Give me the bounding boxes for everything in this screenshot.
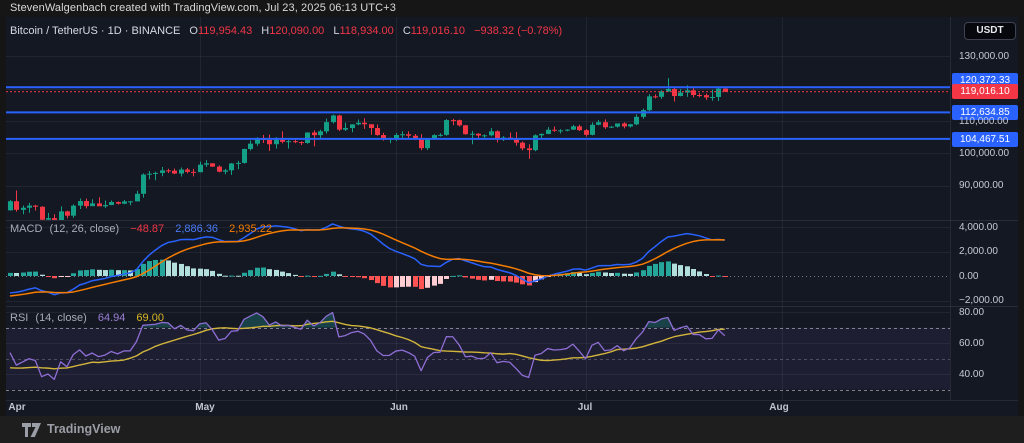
macd-title: MACD xyxy=(10,223,43,235)
attribution-text: StevenWalgenbach created with TradingVie… xyxy=(10,2,396,14)
price-axis-label: 100,000.00 xyxy=(959,147,1010,159)
time-axis-label: Aug xyxy=(769,402,789,413)
rsi-title: RSI xyxy=(10,312,29,324)
macd-line-value: 2,886.36 xyxy=(175,223,219,235)
rsi-params: (14, close) xyxy=(35,312,87,324)
open-value: 119,954.43 xyxy=(197,25,253,37)
chart-widget: Bitcoin / TetherUS · 1D · BINANCE O119,9… xyxy=(6,17,1018,416)
low-value: 118,934.00 xyxy=(339,25,394,37)
attribution-bar: StevenWalgenbach created with TradingVie… xyxy=(0,0,1024,17)
price-axis-label: 40.00 xyxy=(959,368,985,380)
time-axis-label: Apr xyxy=(8,402,26,413)
rsi-ma-value: 69.00 xyxy=(136,312,164,324)
rsi-value: 64.94 xyxy=(97,312,126,324)
close-value: 119,016.10 xyxy=(410,25,466,37)
time-axis-label: Jun xyxy=(390,402,408,413)
change-value: −938.32 (−0.78%) xyxy=(474,25,563,37)
time-axis[interactable]: Apr May Jun Jul Aug xyxy=(6,400,1018,416)
time-axis-label: Jul xyxy=(577,402,593,413)
price-axis-label: 0.00 xyxy=(959,270,979,282)
close-label: C xyxy=(402,25,411,37)
symbol-legend: Bitcoin / TetherUS · 1D · BINANCE O119,9… xyxy=(10,25,562,37)
time-axis-label: May xyxy=(195,402,215,413)
chart-canvas[interactable] xyxy=(6,17,1018,416)
price-axis-blue-chip: 104,467.51 xyxy=(952,131,1018,147)
tradingview-logo-icon[interactable] xyxy=(22,423,41,437)
price-axis[interactable]: 130,000.00 120,372.33 119,016.10 112,634.85… xyxy=(952,17,1018,400)
footer-bar: TradingView xyxy=(0,416,1024,443)
price-axis-label: 80.00 xyxy=(959,306,985,318)
price-axis-label: 4,000.00 xyxy=(959,221,998,233)
currency-toggle-button[interactable]: USDT xyxy=(964,22,1016,40)
macd-signal-value: 2,935.22 xyxy=(229,223,272,235)
price-axis-red-chip: 119,016.10 xyxy=(952,84,1018,100)
low-label: L xyxy=(333,25,340,37)
price-axis-label: −2,000.00 xyxy=(959,295,1004,306)
macd-hist-value: −48.87 xyxy=(130,223,165,235)
symbol-title: Bitcoin / TetherUS · 1D · BINANCE xyxy=(10,25,181,37)
price-axis-label: 130,000.00 xyxy=(959,50,1010,62)
price-axis-label: 90,000.00 xyxy=(959,180,1004,192)
high-value: 120,090.00 xyxy=(269,25,325,37)
tradingview-wordmark[interactable]: TradingView xyxy=(47,422,121,436)
price-axis-label: 110,000.00 xyxy=(959,116,1009,127)
macd-legend: MACD (12, 26, close) −48.87 2,886.36 2,9… xyxy=(10,223,272,235)
price-axis-blue-chip: 112,634.85 xyxy=(952,104,1018,120)
price-axis-label: 2,000.00 xyxy=(959,246,998,257)
rsi-legend: RSI (14, close) 64.94 69.00 xyxy=(10,312,164,324)
macd-params: (12, 26, close) xyxy=(49,223,120,235)
open-label: O xyxy=(189,25,198,37)
price-axis-label: 60.00 xyxy=(959,337,985,349)
high-label: H xyxy=(261,25,270,37)
